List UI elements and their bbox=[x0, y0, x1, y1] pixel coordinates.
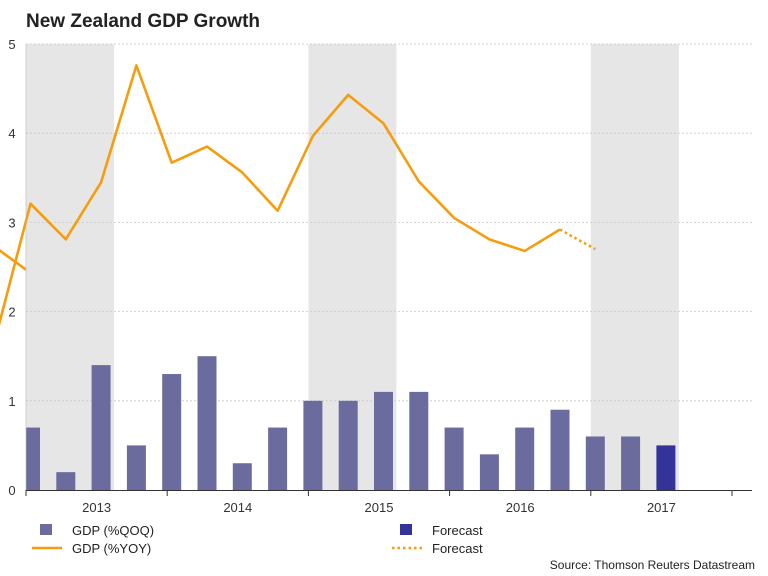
legend-swatch-1 bbox=[400, 524, 412, 535]
x-tick-2016: 2016 bbox=[506, 500, 535, 515]
source-note: Source: Thomson Reuters Datastream bbox=[550, 558, 755, 572]
x-tick-2013: 2013 bbox=[82, 500, 111, 515]
y-tick-5: 5 bbox=[8, 37, 15, 52]
legend-label-1: Forecast bbox=[432, 523, 483, 538]
bar-gdp-qoq--2016Q2 bbox=[479, 454, 499, 490]
bar-gdp-qoq--2015Q4 bbox=[409, 391, 429, 490]
year-shading bbox=[26, 44, 679, 490]
x-tick-2014: 2014 bbox=[223, 500, 252, 515]
y-tick-2: 2 bbox=[8, 305, 15, 320]
chart-title: New Zealand GDP Growth bbox=[26, 11, 260, 32]
legend-label-2: GDP (%YOY) bbox=[72, 541, 151, 556]
bar-gdp-qoq--2014Q2 bbox=[197, 356, 217, 490]
lines-group bbox=[0, 64, 596, 326]
bar-gdp-qoq--2013Q3 bbox=[91, 365, 111, 490]
bar-gdp-qoq--2015Q2 bbox=[338, 400, 358, 490]
shade-2017 bbox=[590, 44, 679, 490]
bar-gdp-qoq--2016Q3 bbox=[515, 427, 535, 490]
bar-gdp-qoq--2014Q1 bbox=[162, 374, 182, 490]
bar-gdp-qoq--2016Q1 bbox=[444, 427, 464, 490]
bar-gdp-qoq--2015Q3 bbox=[374, 391, 393, 490]
axes: 012345201320142015201620172018 bbox=[8, 37, 752, 515]
bar-gdp-qoq--2013Q4 bbox=[126, 445, 146, 490]
legend: GDP (%QOQ) Forecast GDP (%YOY) Forecast bbox=[32, 523, 483, 556]
bar-gdp-qoq--2016Q4 bbox=[550, 409, 570, 490]
legend-label-3: Forecast bbox=[432, 541, 483, 556]
bar-gdp-qoq--2013Q2 bbox=[56, 472, 76, 490]
x-tick-2015: 2015 bbox=[365, 500, 394, 515]
bar-gdp-qoq--2017Q2 bbox=[621, 436, 641, 490]
bar-gdp-qoq--2014Q4 bbox=[268, 427, 288, 490]
y-tick-3: 3 bbox=[8, 215, 15, 230]
y-tick-0: 0 bbox=[8, 483, 15, 498]
x-tick-2017: 2017 bbox=[647, 500, 676, 515]
line-gdp-yoy bbox=[0, 64, 561, 326]
bars-group bbox=[26, 356, 676, 490]
legend-label-0: GDP (%QOQ) bbox=[72, 523, 154, 538]
legend-swatch-0 bbox=[40, 524, 52, 535]
bar-gdp-qoq--2015Q1 bbox=[303, 400, 323, 490]
y-tick-4: 4 bbox=[8, 126, 15, 141]
bar-gdp-qoq--2013Q1 bbox=[26, 427, 40, 490]
bar-gdp-qoq--2014Q3 bbox=[232, 463, 252, 490]
gridlines bbox=[26, 43, 752, 402]
line-forecast bbox=[559, 228, 596, 251]
bar-gdp-qoq--2017Q1 bbox=[585, 436, 605, 490]
bar-forecast-2017Q3 bbox=[656, 445, 676, 490]
y-tick-1: 1 bbox=[8, 394, 15, 409]
